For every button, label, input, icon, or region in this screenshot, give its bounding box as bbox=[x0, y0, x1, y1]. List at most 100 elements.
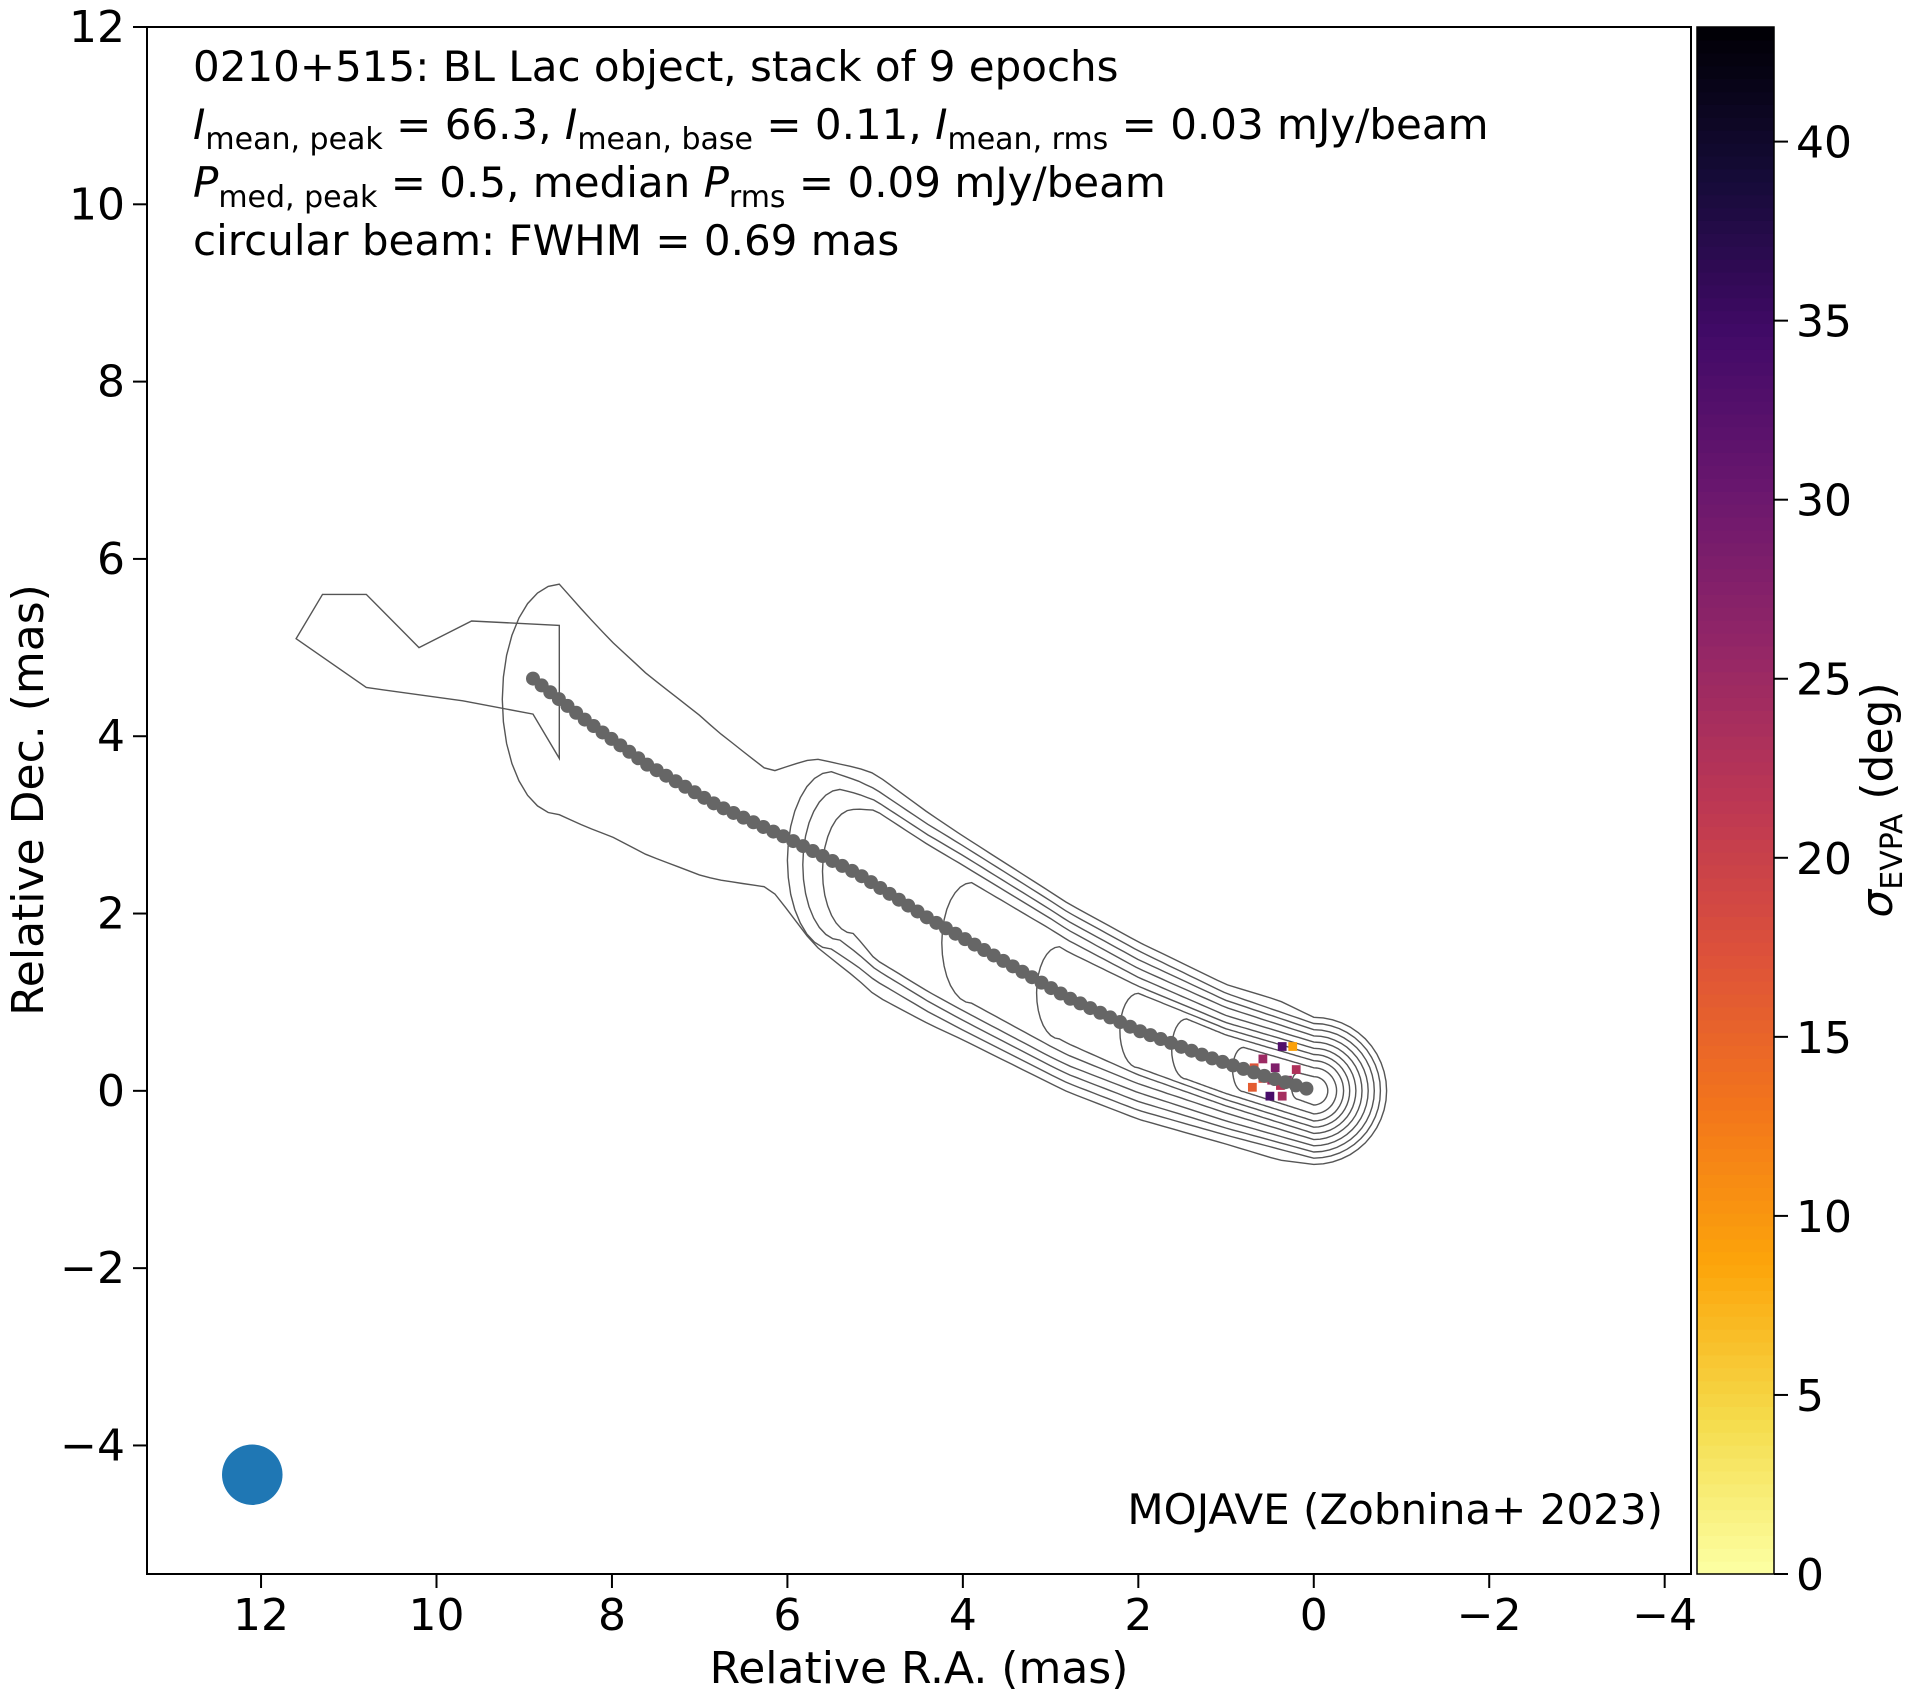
colorbar-strip bbox=[1697, 1445, 1774, 1459]
colorbar-strip bbox=[1697, 1122, 1774, 1137]
y-tick-label: 2 bbox=[97, 889, 125, 940]
colorbar-strip bbox=[1697, 297, 1774, 312]
intensity-contours bbox=[295, 583, 1388, 1166]
colorbar-strip bbox=[1697, 684, 1774, 698]
colorbar-strip bbox=[1697, 813, 1774, 827]
colorbar-strip bbox=[1697, 736, 1774, 750]
y-tick-label: 10 bbox=[69, 179, 125, 230]
annotation-segment: mean, rms bbox=[947, 122, 1108, 157]
colorbar-strip bbox=[1697, 1071, 1774, 1085]
y-axis-label: Relative Dec. (mas) bbox=[3, 584, 54, 1016]
y-tick-label: −2 bbox=[60, 1243, 125, 1294]
annotation-segment: circular beam: FWHM = 0.69 mas bbox=[193, 216, 899, 265]
annotation-segment: = 0.11, bbox=[753, 100, 935, 149]
sigma-pixel bbox=[1270, 1063, 1280, 1073]
colorbar-tick-label: 25 bbox=[1796, 655, 1852, 706]
y-tick-label: 0 bbox=[97, 1066, 125, 1117]
colorbar-strip bbox=[1697, 942, 1774, 956]
colorbar-strip bbox=[1697, 890, 1774, 905]
annotation-line: 0210+515: BL Lac object, stack of 9 epoc… bbox=[193, 42, 1119, 91]
colorbar-strip bbox=[1697, 478, 1774, 492]
x-tick-label: 12 bbox=[233, 1590, 289, 1641]
ridge-point bbox=[1299, 1081, 1314, 1096]
colorbar-strip bbox=[1697, 761, 1774, 776]
colorbar-strip bbox=[1697, 1032, 1774, 1047]
colorbar-strip bbox=[1697, 233, 1774, 247]
contour-level bbox=[1231, 1046, 1338, 1115]
colorbar-strip bbox=[1697, 1457, 1774, 1472]
colorbar-strip bbox=[1697, 1393, 1774, 1408]
colorbar: 0 5 10 15 20 25 30 35 40 σEVPA (deg) bbox=[1696, 26, 1905, 1601]
colorbar-strip bbox=[1697, 271, 1774, 286]
colorbar-strip bbox=[1697, 916, 1774, 931]
ridge-point bbox=[1257, 1068, 1272, 1083]
sigma-pixel bbox=[1265, 1091, 1275, 1101]
x-axis-label: Relative R.A. (mas) bbox=[710, 1643, 1129, 1691]
colorbar-strip bbox=[1697, 903, 1774, 918]
colorbar-strip bbox=[1697, 748, 1774, 763]
beam-circle bbox=[222, 1444, 283, 1505]
colorbar-strip bbox=[1697, 774, 1774, 789]
colorbar-strip bbox=[1697, 27, 1774, 41]
annotation-segment: rms bbox=[729, 180, 786, 215]
colorbar-strip bbox=[1697, 465, 1774, 479]
colorbar-strip bbox=[1697, 503, 1774, 518]
colorbar-strip bbox=[1697, 1019, 1774, 1034]
colorbar-strip bbox=[1697, 362, 1774, 376]
colorbar-tick-label: 5 bbox=[1796, 1371, 1824, 1422]
colorbar-strip bbox=[1697, 65, 1774, 80]
colorbar-strip bbox=[1697, 1561, 1774, 1575]
y-tick-label: 8 bbox=[97, 357, 125, 408]
contour-level bbox=[786, 770, 1382, 1159]
sigma-pixel bbox=[1247, 1082, 1257, 1092]
x-tick-label: −2 bbox=[1457, 1590, 1522, 1641]
colorbar-strip bbox=[1697, 594, 1774, 608]
colorbar-strip bbox=[1697, 658, 1774, 673]
colorbar-strip bbox=[1697, 555, 1774, 570]
colorbar-strip bbox=[1697, 194, 1774, 209]
colorbar-strip bbox=[1697, 1432, 1774, 1446]
annotation-segment: mean, peak bbox=[205, 122, 383, 157]
colorbar-strip bbox=[1697, 1496, 1774, 1511]
colorbar-strip bbox=[1697, 284, 1774, 299]
colorbar-strip bbox=[1697, 310, 1774, 325]
contour-level bbox=[802, 788, 1376, 1153]
colorbar-strip bbox=[1697, 1316, 1774, 1330]
y-tick-label: 12 bbox=[69, 2, 125, 53]
colorbar-strip bbox=[1697, 852, 1774, 866]
colorbar-strip bbox=[1697, 439, 1774, 454]
colorbar-strip bbox=[1697, 1264, 1774, 1279]
colorbar-strip bbox=[1697, 864, 1774, 879]
colorbar-strip bbox=[1697, 1148, 1774, 1163]
colorbar-strip bbox=[1697, 671, 1774, 686]
x-tick-label: −4 bbox=[1632, 1590, 1697, 1641]
contour-level bbox=[821, 808, 1369, 1147]
colorbar-strip bbox=[1697, 607, 1774, 621]
colorbar-strip bbox=[1697, 426, 1774, 441]
annotation-segment: I bbox=[935, 100, 947, 149]
colorbar-tick-label: 40 bbox=[1796, 118, 1852, 169]
colorbar-strip bbox=[1697, 1483, 1774, 1498]
colorbar-strip bbox=[1697, 336, 1774, 350]
contour-level bbox=[1170, 1018, 1345, 1122]
colorbar-strip bbox=[1697, 1213, 1774, 1227]
colorbar-strip bbox=[1697, 1406, 1774, 1420]
annotation-segment: = 0.09 mJy/beam bbox=[786, 158, 1166, 207]
colorbar-strip bbox=[1697, 1084, 1774, 1098]
contour-level bbox=[941, 881, 1363, 1141]
annotation-line: circular beam: FWHM = 0.69 mas bbox=[193, 216, 899, 265]
jet-ridge-line bbox=[526, 671, 1314, 1096]
sigma-pixel bbox=[1288, 1042, 1298, 1051]
colorbar-strip bbox=[1697, 52, 1774, 67]
annotation-segment: 0210+515: BL Lac object, stack of 9 epoc… bbox=[193, 42, 1119, 91]
colorbar-strip bbox=[1697, 968, 1774, 982]
x-tick-label: 2 bbox=[1124, 1590, 1152, 1641]
colorbar-strip bbox=[1697, 1341, 1774, 1356]
sigma-pixel bbox=[1291, 1065, 1301, 1074]
contour-level bbox=[1290, 1072, 1329, 1106]
colorbar-tick-label: 35 bbox=[1796, 297, 1852, 348]
y-tick-label: −4 bbox=[60, 1420, 125, 1471]
colorbar-strip bbox=[1697, 1135, 1774, 1150]
colorbar-strip bbox=[1697, 1058, 1774, 1072]
